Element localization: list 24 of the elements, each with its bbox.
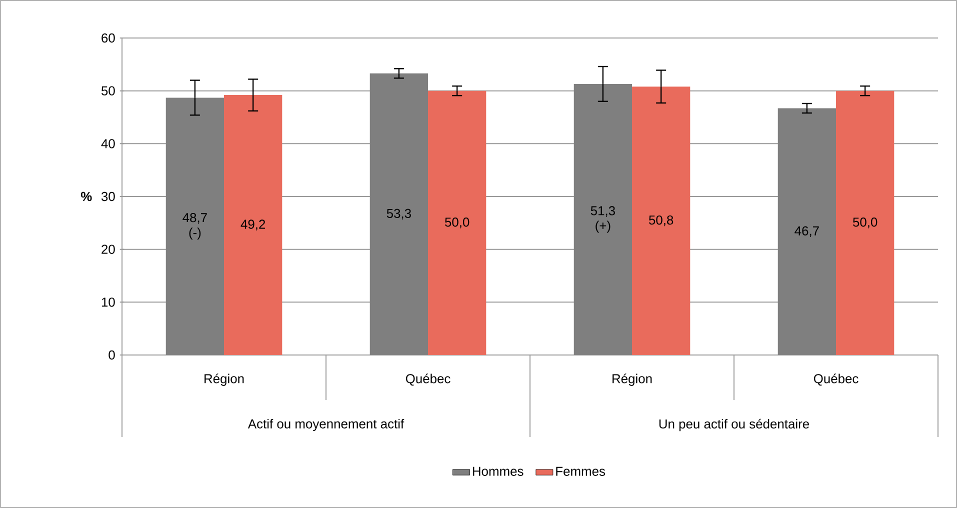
data-label: 50,8 xyxy=(648,215,674,226)
text: Un peu actif ou sédentaire xyxy=(659,418,809,432)
y-tick-label: 40 xyxy=(101,139,115,148)
text: Actif ou moyennement actif xyxy=(248,418,404,432)
data-label: 46,7 xyxy=(794,226,819,237)
legend-label: Femmes xyxy=(556,466,606,476)
y-tick-label: 50 xyxy=(101,86,115,96)
x-tick-label: Région xyxy=(612,374,652,386)
data-label: 51,3 (+) xyxy=(590,206,615,233)
data-label: 48,7 (-) xyxy=(182,213,207,240)
y-tick-label: 0 xyxy=(108,350,115,360)
legend-label: Hommes xyxy=(472,466,524,476)
data-label: 53,3 xyxy=(386,208,411,220)
y-tick-label: 60 xyxy=(102,33,115,43)
y-tick-label: 10 xyxy=(102,298,115,307)
y-axis-title: % xyxy=(80,192,92,202)
x-tick-label: Québec xyxy=(406,374,450,386)
data-label: 50,0 xyxy=(444,218,470,228)
data-label: 50,0 xyxy=(852,218,878,228)
x-tick-label: Québec xyxy=(814,374,858,386)
y-tick-label: 20 xyxy=(102,244,115,254)
data-label: 49,2 xyxy=(240,220,266,230)
y-tick-label: 30 xyxy=(101,192,115,202)
x-tick-label: Région xyxy=(204,374,244,386)
